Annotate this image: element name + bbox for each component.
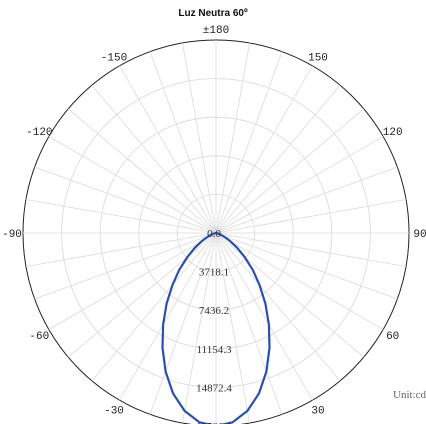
- chart-marks: [161, 231, 271, 424]
- radial-tick-label: 0.0: [207, 228, 221, 240]
- grid-spoke: [215, 232, 407, 267]
- grid-spoke: [215, 65, 313, 234]
- grid-spoke: [215, 42, 250, 234]
- unit-label: Unit:cd: [393, 389, 426, 401]
- angle-tick-label: 120: [383, 127, 403, 139]
- radial-tick-label: 3718.1: [199, 267, 229, 279]
- grid-spoke: [215, 232, 384, 330]
- grid-spoke: [215, 51, 283, 234]
- grid-spoke: [215, 232, 313, 401]
- intensity-curve: [161, 231, 271, 424]
- grid-spoke: [149, 51, 217, 234]
- chart-labels: ±1801501209060300-30-60-90-120-1500.0371…: [2, 25, 426, 424]
- grid-spoke: [149, 232, 217, 415]
- grid-spoke: [215, 232, 398, 300]
- angle-tick-label: 30: [311, 406, 324, 418]
- grid-spoke: [215, 166, 398, 234]
- grid-spoke: [67, 108, 217, 234]
- grid-spoke: [119, 232, 217, 401]
- angle-tick-label: -60: [29, 331, 49, 343]
- radial-tick-label: 7436.2: [199, 305, 229, 317]
- grid-spoke: [215, 232, 250, 424]
- grid-spoke: [215, 232, 283, 415]
- grid-spoke: [25, 232, 217, 267]
- grid-spoke: [25, 199, 217, 234]
- grid-spoke: [215, 199, 407, 234]
- grid-spoke: [215, 108, 365, 234]
- angle-tick-label: -90: [2, 229, 22, 241]
- angle-tick-label: 150: [308, 52, 328, 64]
- grid-spoke: [48, 136, 217, 234]
- radial-tick-label: 11154.3: [197, 344, 232, 356]
- radial-tick-label: 18590.5: [196, 421, 232, 424]
- grid-spoke: [182, 42, 217, 234]
- angle-tick-label: -150: [101, 52, 127, 64]
- angle-tick-label: 60: [386, 331, 399, 343]
- grid-spoke: [91, 232, 217, 382]
- grid-spoke: [215, 232, 341, 382]
- grid-spoke: [182, 232, 217, 424]
- angle-tick-label: -120: [26, 127, 52, 139]
- grid-spoke: [34, 166, 217, 234]
- grid-spoke: [215, 84, 341, 234]
- grid-spoke: [34, 232, 217, 300]
- grid-spoke: [48, 232, 217, 330]
- chart-title: Luz Neutra 60º: [178, 8, 248, 19]
- angle-tick-label: -30: [104, 406, 124, 418]
- grid-spoke: [215, 136, 384, 234]
- angle-tick-label: 90: [413, 229, 426, 241]
- radial-tick-label: 14872.4: [196, 382, 232, 394]
- grid-spoke: [91, 84, 217, 234]
- grid-spoke: [119, 65, 217, 234]
- angle-tick-label: ±180: [203, 25, 229, 37]
